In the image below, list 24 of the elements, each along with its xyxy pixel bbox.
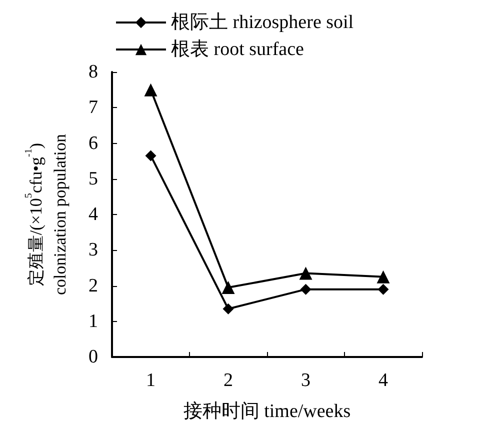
point bbox=[144, 83, 158, 96]
y-tick-label: 2 bbox=[88, 275, 98, 296]
point bbox=[222, 281, 235, 294]
x-tick-label: 4 bbox=[378, 370, 388, 391]
y-tick-label: 5 bbox=[88, 168, 98, 190]
y-tick-label: 6 bbox=[88, 132, 98, 154]
x-tick-label: 1 bbox=[146, 370, 156, 391]
point bbox=[299, 266, 312, 280]
y-tick-label: 8 bbox=[88, 62, 98, 82]
y-tick-label: 3 bbox=[88, 240, 98, 261]
point bbox=[378, 284, 389, 295]
x-tick-label: 2 bbox=[224, 370, 233, 391]
y-tick-label: 4 bbox=[88, 204, 98, 225]
y-tick-label: 1 bbox=[88, 310, 98, 332]
x-axis-title: 接种时间 time/weeks bbox=[183, 401, 351, 422]
y-tick-label: 7 bbox=[88, 97, 98, 118]
point bbox=[376, 270, 390, 284]
y-tick-label: 0 bbox=[88, 346, 98, 368]
x-tick-label: 3 bbox=[301, 370, 310, 391]
point bbox=[222, 303, 234, 314]
point bbox=[300, 284, 312, 295]
legend-label: 根表 root surface bbox=[171, 39, 304, 60]
legend-label: 根际土 rhizosphere soil bbox=[171, 12, 354, 33]
point bbox=[145, 150, 156, 162]
